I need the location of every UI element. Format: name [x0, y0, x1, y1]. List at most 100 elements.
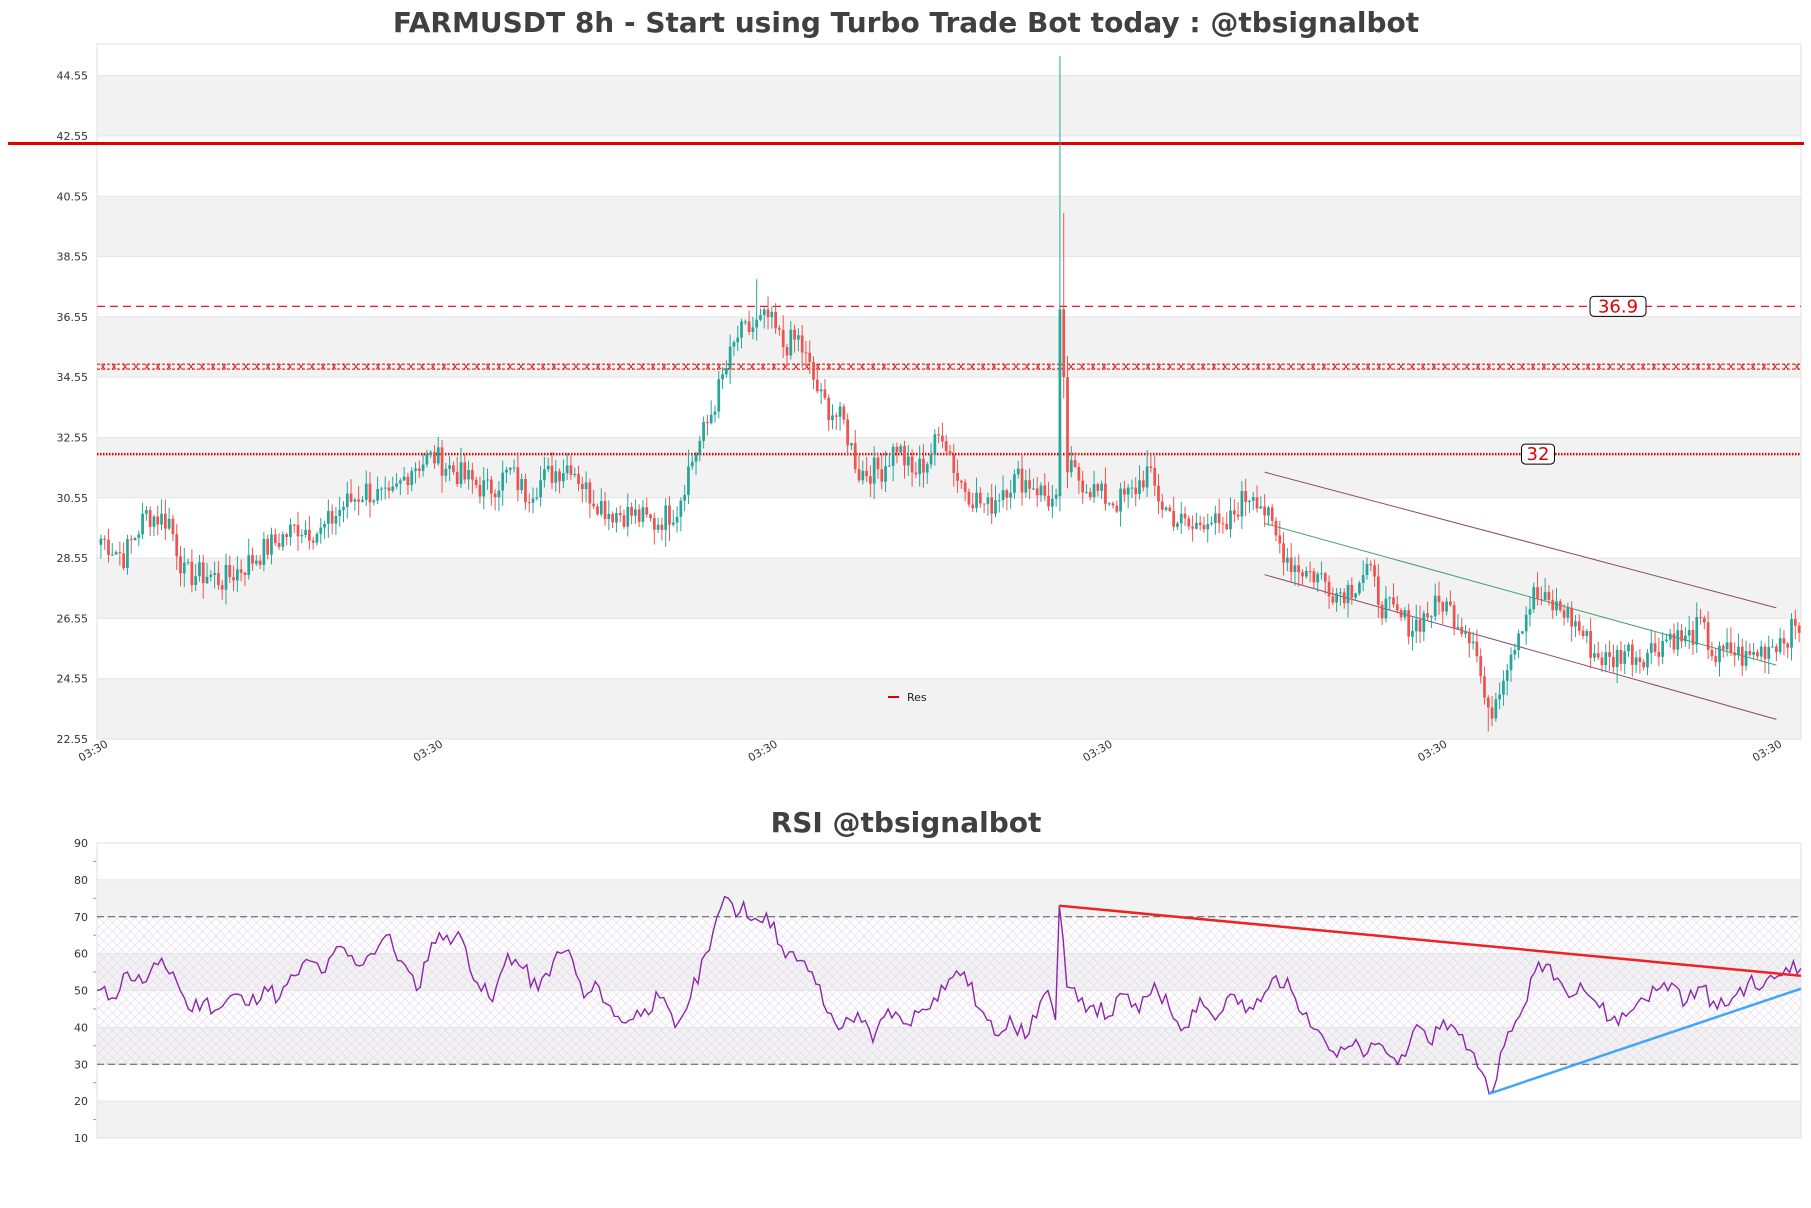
rsi-y-tick-label: 30 [74, 1058, 88, 1071]
resistance-level-hatch [430, 363, 436, 370]
resistance-level-hatch [848, 363, 854, 370]
candle-body [596, 506, 599, 515]
candle-body [1797, 625, 1801, 633]
candle-body [1225, 523, 1229, 530]
candle-body [486, 479, 489, 481]
candle-body [1062, 309, 1066, 378]
candle-body [1570, 607, 1574, 627]
price-y-tick-label: 34.55 [57, 371, 89, 384]
candle-body [1308, 571, 1312, 573]
candle-body [1069, 460, 1073, 473]
candle-body [1433, 595, 1437, 617]
candle-body [1088, 492, 1092, 498]
candle-body [1301, 572, 1304, 577]
candle-body [406, 476, 410, 486]
candle-body [1009, 492, 1013, 498]
price-y-tick-label: 22.55 [57, 733, 89, 746]
resistance-level-hatch [1750, 363, 1756, 370]
candle-body [1528, 609, 1532, 615]
resistance-level-hatch [771, 363, 777, 370]
candle-body [330, 511, 334, 524]
candle-body [842, 406, 846, 420]
level-label: 36.9 [1598, 296, 1638, 317]
candle-body [1240, 491, 1244, 517]
candle-body [160, 513, 163, 525]
candle-body [702, 421, 705, 441]
resistance-level-hatch [551, 363, 557, 370]
price-chart-title: FARMUSDT 8h - Start using Turbo Trade Bo… [393, 6, 1419, 39]
candle-body [137, 534, 141, 538]
candle-body [850, 443, 853, 446]
candle-body [671, 522, 675, 525]
candle-body [1066, 377, 1069, 473]
candle-body [1437, 595, 1441, 603]
candle-body [785, 347, 789, 356]
candle-body [452, 465, 455, 472]
resistance-level-hatch [452, 363, 458, 370]
candle-body [391, 486, 395, 491]
resistance-level-hatch [166, 363, 172, 370]
resistance-level-hatch [1156, 363, 1162, 370]
resistance-level-hatch [562, 363, 568, 370]
price-y-axis: 22.55 24.55 26.55 28.55 30.55 32.55 34.55 36.55… [57, 70, 89, 746]
candle-body [793, 329, 796, 340]
candle-body [508, 467, 512, 470]
rsi-resistance-trendline [1059, 904, 1802, 977]
candle-body [1342, 592, 1346, 604]
candle-body [1555, 601, 1558, 611]
resistance-level-hatch [375, 363, 381, 370]
candle-body [455, 471, 459, 485]
candle-body [1206, 524, 1210, 530]
resistance-level-hatch [1233, 363, 1239, 370]
price-channel [1264, 471, 1777, 720]
candle-body [1032, 488, 1035, 490]
resistance-level-hatch [1497, 363, 1503, 370]
candle-body [444, 468, 448, 476]
candle-body [1479, 656, 1483, 677]
resistance-level-hatch [1244, 363, 1250, 370]
candle-body [1513, 650, 1517, 655]
resistance-level-hatch [1651, 363, 1657, 370]
resistance-level-hatch [804, 363, 810, 370]
candle-body [687, 466, 690, 495]
resistance-level-hatch [265, 363, 271, 370]
candle-body [516, 467, 520, 491]
candle-body [664, 505, 668, 530]
candle-body [1126, 487, 1130, 495]
candle-body [1657, 651, 1661, 657]
candle-body [1134, 487, 1138, 495]
candle-body [952, 454, 956, 473]
resistance-level-hatch [122, 363, 128, 370]
resistance-level-hatch [353, 363, 359, 370]
candle-body [634, 509, 637, 516]
candle-body [471, 470, 474, 480]
legend-label: Res [907, 691, 927, 704]
candle-body [838, 406, 842, 417]
candle-body [1706, 622, 1710, 650]
candle-body [296, 524, 300, 537]
candle-body [1115, 505, 1119, 512]
candle-body [1699, 617, 1702, 619]
candle-body [512, 467, 516, 469]
candle-body [797, 335, 800, 340]
resistance-level-hatch [408, 363, 414, 370]
resistance-level-hatch [1783, 363, 1789, 370]
resistance-level-hatch [1277, 363, 1283, 370]
candle-body [232, 577, 235, 581]
candle-body [1176, 523, 1179, 527]
price-x-tick-label: 03:30 [1081, 737, 1115, 764]
candle-body [611, 513, 614, 523]
resistance-level-hatch [1629, 363, 1635, 370]
resistance-level-hatch [276, 363, 282, 370]
resistance-level-hatch [320, 363, 326, 370]
legend: Res [888, 691, 927, 704]
candle-body [1354, 593, 1357, 598]
candle-body [357, 499, 361, 502]
candle-body [1517, 633, 1520, 651]
candle-body [467, 470, 470, 480]
candle-body [1684, 635, 1687, 642]
candle-body [1119, 488, 1122, 512]
resistance-level-hatch [903, 363, 909, 370]
candle-body [1596, 653, 1600, 658]
rsi-y-tick-label: 20 [74, 1095, 88, 1108]
